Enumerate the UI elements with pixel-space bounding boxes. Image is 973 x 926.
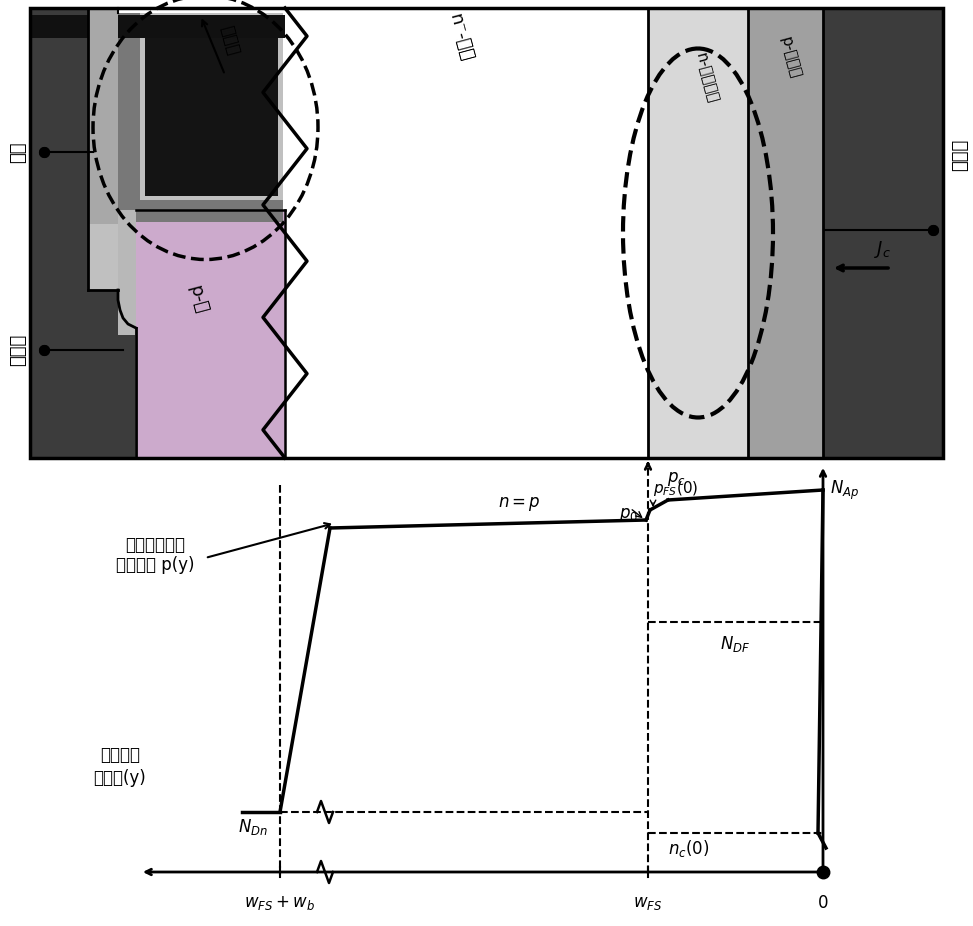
Bar bbox=[30, 15, 285, 38]
Text: 门极: 门极 bbox=[9, 142, 27, 163]
Bar bbox=[285, 8, 648, 458]
Bar bbox=[648, 8, 748, 458]
Bar bbox=[118, 335, 135, 458]
Bar bbox=[136, 210, 285, 458]
Bar bbox=[140, 13, 283, 200]
Bar bbox=[118, 210, 136, 458]
Bar bbox=[145, 15, 278, 196]
Text: 存储载流子的: 存储载流子的 bbox=[125, 536, 185, 554]
Text: 沟槽栅: 沟槽栅 bbox=[217, 23, 242, 56]
Text: $p_c$: $p_c$ bbox=[667, 470, 685, 488]
Text: 发射极: 发射极 bbox=[9, 334, 27, 366]
Text: $0$: $0$ bbox=[817, 894, 829, 912]
Text: p-发射极: p-发射极 bbox=[777, 35, 804, 81]
Text: $N_{Dn}$: $N_{Dn}$ bbox=[238, 817, 268, 837]
Text: $w_{FS}+w_b$: $w_{FS}+w_b$ bbox=[244, 894, 315, 912]
Text: $J_c$: $J_c$ bbox=[875, 240, 891, 260]
Bar bbox=[748, 8, 823, 458]
Bar bbox=[118, 8, 285, 210]
Text: $N_{Ap}$: $N_{Ap}$ bbox=[830, 479, 859, 502]
Bar bbox=[88, 8, 118, 458]
Text: n-场截止层: n-场截止层 bbox=[692, 51, 720, 105]
Text: n⁻-基区: n⁻-基区 bbox=[445, 12, 475, 64]
Text: $p_{FS}(0)$: $p_{FS}(0)$ bbox=[653, 479, 699, 498]
Text: $w_{FS}$: $w_{FS}$ bbox=[633, 894, 663, 912]
Text: p-阱: p-阱 bbox=[186, 283, 210, 316]
Text: $n_c(0)$: $n_c(0)$ bbox=[668, 838, 709, 859]
Bar bbox=[30, 8, 943, 458]
Text: 浓度分布 p(y): 浓度分布 p(y) bbox=[116, 556, 195, 574]
Text: $N_{DF}$: $N_{DF}$ bbox=[720, 634, 750, 654]
Text: 集电极: 集电极 bbox=[951, 139, 969, 171]
Text: 的距离(y): 的距离(y) bbox=[93, 769, 146, 787]
Text: 距集电极: 距集电极 bbox=[100, 746, 140, 764]
Text: $p_0$: $p_0$ bbox=[619, 506, 638, 524]
Bar bbox=[30, 8, 943, 458]
Bar bbox=[30, 290, 118, 458]
Bar bbox=[88, 8, 118, 224]
Text: $n=p$: $n=p$ bbox=[497, 495, 540, 513]
Bar bbox=[118, 13, 283, 222]
